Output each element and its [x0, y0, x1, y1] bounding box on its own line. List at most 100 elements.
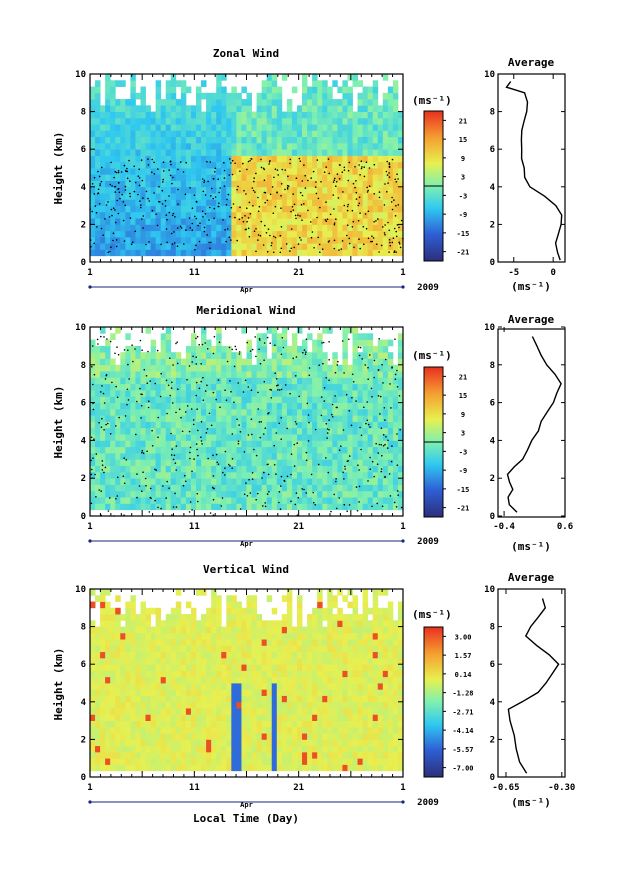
heatmap-cell [241, 243, 247, 250]
heatmap-cell [302, 161, 308, 169]
heatmap-cell [175, 390, 182, 397]
heatmap-cell [266, 377, 273, 385]
heatmap-cell [100, 639, 106, 646]
contour-dot [395, 235, 398, 238]
heatmap-cell [312, 186, 318, 194]
heatmap-cell [357, 174, 364, 181]
contour-dot [219, 406, 221, 409]
heatmap-cell [342, 186, 348, 194]
heatmap-cell [95, 670, 101, 678]
heatmap-cell [377, 453, 384, 460]
heatmap-cell [317, 453, 323, 460]
heatmap-cell [332, 136, 338, 144]
contour-dot [280, 485, 282, 487]
heatmap-cell [236, 186, 242, 194]
contour-dot [212, 498, 215, 501]
heatmap-cell [302, 224, 308, 232]
heatmap-cell [115, 683, 121, 690]
heatmap-cell [256, 124, 263, 131]
contour-dot [318, 243, 321, 246]
heatmap-cell [281, 371, 288, 378]
heatmap-cell [185, 440, 192, 448]
heatmap-cell [155, 484, 162, 492]
heatmap-cell [100, 111, 106, 119]
heatmap-cell [90, 751, 96, 759]
heatmap-cell [165, 459, 172, 466]
heatmap-cell [140, 764, 146, 772]
heatmap-cell [266, 74, 273, 81]
heatmap-cell [256, 478, 263, 485]
heatmap-field [90, 589, 404, 772]
heatmap-cell [180, 440, 187, 448]
heatmap-cell [307, 427, 313, 435]
heatmap-cell [392, 390, 399, 397]
heatmap-cell [387, 180, 394, 188]
heatmap-cell [190, 415, 197, 422]
heatmap-cell [130, 218, 136, 225]
contour-dot [96, 226, 98, 228]
colorbar-tick-label: -3 [459, 192, 467, 200]
heatmap-cell [175, 490, 182, 498]
heatmap-cell [372, 249, 379, 257]
contour-dot [277, 389, 279, 391]
heatmap-cell [130, 80, 136, 87]
heatmap-cell [286, 446, 293, 454]
heatmap-cell [337, 440, 343, 448]
heatmap-cell [382, 193, 389, 200]
heatmap-cell [367, 224, 374, 232]
heatmap-cell [357, 427, 364, 435]
heatmap-cell [100, 589, 106, 596]
contour-dot [177, 188, 179, 191]
heatmap-cell [241, 364, 247, 372]
heatmap-cell [95, 683, 101, 690]
heatmap-cell [150, 408, 157, 416]
heatmap-cell [140, 614, 146, 621]
heatmap-cell [251, 161, 257, 169]
heatmap-cell [226, 243, 232, 250]
heatmap-cell [125, 421, 131, 429]
heatmap-cell [392, 377, 399, 385]
heatmap-cell [190, 124, 197, 131]
heatmap-cell [100, 371, 106, 378]
heatmap-cell [145, 111, 151, 119]
heatmap-cell [115, 180, 121, 188]
contour-dot [279, 508, 282, 511]
heatmap-cell [317, 180, 323, 188]
heatmap-cell [95, 421, 101, 429]
heatmap-cell [302, 205, 308, 213]
contour-dot [146, 382, 149, 385]
heatmap-cell [130, 595, 136, 602]
heatmap-cell [271, 99, 278, 106]
heatmap-cell [246, 136, 252, 144]
heatmap-cell [180, 383, 187, 391]
heatmap-cell [317, 236, 323, 244]
heatmap-cell [276, 371, 283, 378]
contour-dot [200, 420, 203, 423]
heatmap-cell [110, 497, 116, 504]
contour-dot [387, 221, 389, 224]
heatmap-cell [100, 358, 106, 366]
heatmap-cell [372, 352, 379, 359]
heatmap-cell [140, 471, 146, 479]
heatmap-cell [100, 626, 106, 634]
contour-dot [124, 189, 127, 191]
heatmap-cell [115, 199, 121, 206]
heatmap-cell [185, 434, 192, 441]
heatmap-cell [286, 168, 293, 175]
heatmap-cell [125, 459, 131, 466]
heatmap-cell [352, 497, 358, 504]
heatmap-cell [372, 230, 379, 238]
heatmap-cell [221, 99, 227, 106]
heatmap-cell [377, 440, 384, 448]
heatmap-cell [135, 670, 141, 678]
heatmap-cell [130, 764, 136, 772]
contour-dot [201, 443, 203, 445]
heatmap-cell [150, 708, 157, 715]
heatmap-cell [296, 484, 303, 492]
heatmap-cell [211, 155, 217, 163]
heatmap-cell [120, 676, 126, 684]
heatmap-cell [125, 607, 131, 615]
heatmap-cell [155, 352, 162, 359]
heatmap-cell [221, 459, 227, 466]
